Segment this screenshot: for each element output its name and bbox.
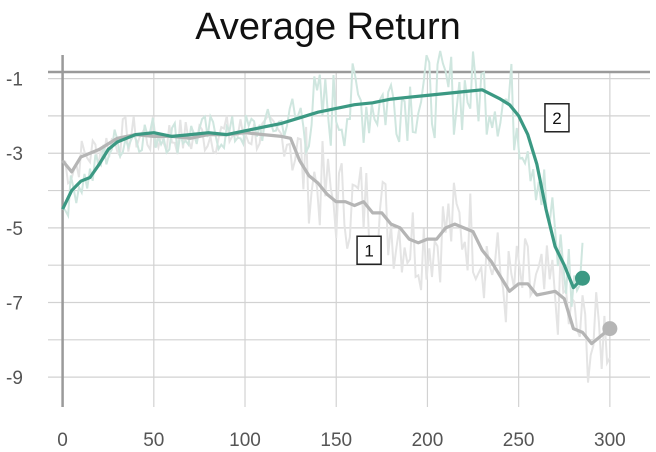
end-marker-series-2 xyxy=(575,270,591,286)
y-tick-label: -3 xyxy=(6,144,23,165)
series-line-2 xyxy=(61,88,584,290)
annotation-box xyxy=(544,103,570,133)
end-markers xyxy=(575,270,618,337)
annotation-label: 1 xyxy=(364,241,373,260)
y-tick-label: -7 xyxy=(6,294,23,315)
y-tick-label: -1 xyxy=(6,70,23,91)
y-tick-label: -9 xyxy=(6,368,23,389)
x-tick-label: 200 xyxy=(412,430,444,451)
series-lines xyxy=(61,88,611,346)
grid xyxy=(48,72,650,407)
chart-title: Average Return xyxy=(195,6,461,48)
tick-labels: 0 50 100 150 200 250 300 -1 -3 -5 -7 -9 xyxy=(6,70,626,451)
raw-series-2 xyxy=(61,50,584,307)
x-tick-label: 150 xyxy=(320,430,352,451)
y-tick-label: -5 xyxy=(6,219,23,240)
annotation-label: 2 xyxy=(552,109,561,128)
x-tick-label: 100 xyxy=(229,430,261,451)
x-tick-label: 300 xyxy=(594,430,626,451)
x-tick-label: 250 xyxy=(503,430,535,451)
axes xyxy=(48,55,650,407)
series-line-1 xyxy=(61,131,611,346)
x-tick-label: 50 xyxy=(143,430,164,451)
series-annotations: 12 xyxy=(356,103,570,266)
end-marker-series-1 xyxy=(602,321,618,337)
x-tick-label: 0 xyxy=(57,430,68,451)
annotation-box xyxy=(356,235,382,266)
